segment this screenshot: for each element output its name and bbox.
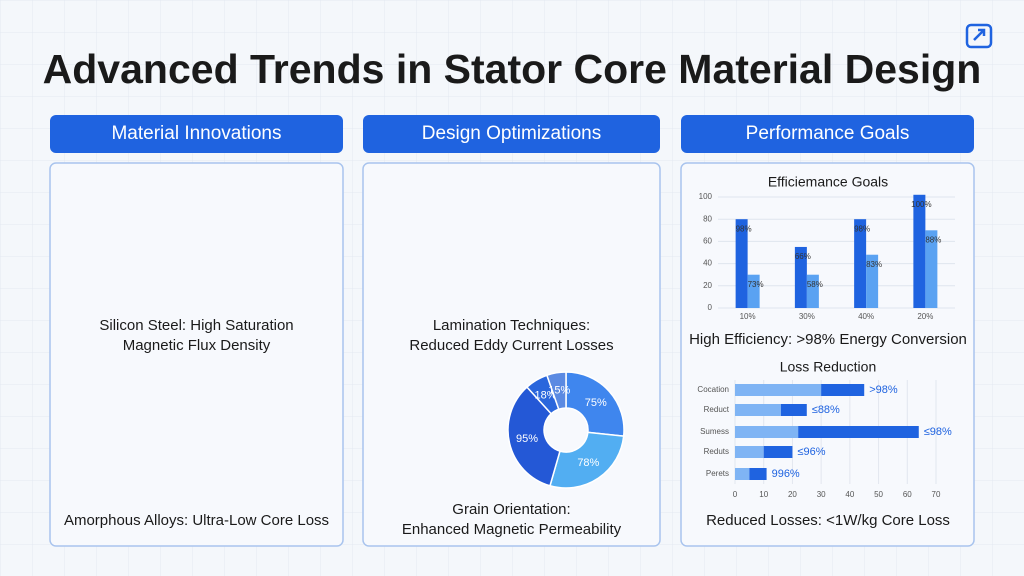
column-header [681,115,974,153]
bar-annotation: ≤96% [797,446,825,458]
x-tick-label: 30% [799,312,815,321]
bar [913,194,926,308]
y-tick-label: 60 [703,237,712,246]
bar [854,219,867,308]
bar [866,254,879,308]
bar-annotation: >98% [869,384,898,396]
x-tick-label: 10 [759,490,768,499]
bar-segment [749,468,767,480]
x-tick-label: 20 [788,490,797,499]
panel [49,162,344,547]
column-header-text: Performance Goals [746,123,910,144]
y-tick-label: 20 [703,281,712,290]
caption: Grain Orientation: [452,501,570,518]
bar-segment [763,446,793,458]
x-tick-label: 0 [733,490,738,499]
caption: Enhanced Magnetic Permeability [402,521,622,538]
donut-segment [549,431,625,489]
panel [362,162,661,547]
bar-annotation: 66% [795,252,811,261]
bar-segment [735,446,764,458]
x-tick-label: 30 [817,490,826,499]
caption: Lamination Techniques: [433,317,590,334]
bar [806,274,819,308]
y-tick-label: 0 [708,303,713,312]
y-tick-label: 40 [703,259,712,268]
donut-label: 15% [548,384,570,396]
bar-annotation: 100% [911,200,931,209]
column-header-text: Material Innovations [111,123,281,144]
donut-label: 75% [585,397,607,409]
bar-annotation: 83% [866,260,882,269]
share-icon[interactable] [965,23,993,49]
bar-annotation: 58% [807,280,823,289]
x-tick-label: 40% [858,312,874,321]
bar-annotation: 996% [772,468,800,480]
y-tick-label: Sumess [700,427,729,436]
y-tick-label: 100 [699,192,713,201]
x-tick-label: 40 [845,490,854,499]
bar-annotation: ≤88% [812,404,840,416]
column-header [50,115,343,153]
bar-annotation: 73% [748,280,764,289]
bar-segment [735,404,781,416]
donut-segment [565,371,625,437]
chart-caption: High Efficiency: >98% Energy Conversion [689,331,967,348]
bar-annotation: 98% [736,224,752,233]
donut-segment [507,386,561,487]
y-tick-label: Reduct [704,405,730,414]
donut-label: 95% [516,433,538,445]
panel [680,162,975,547]
donut-segment [545,371,567,411]
bar-segment [735,426,799,438]
bar [925,230,938,308]
y-tick-label: Reduts [704,447,729,456]
y-tick-label: Cocation [697,385,729,394]
bar-annotation: 98% [854,224,870,233]
x-tick-label: 70 [932,490,941,499]
x-tick-label: 60 [903,490,912,499]
column-header-text: Design Optimizations [422,123,602,144]
bar [794,246,807,308]
bar [747,274,760,308]
bar-segment [735,468,750,480]
title: Advanced Trends in Stator Core Material … [43,46,982,92]
chart-title: Efficiemance Goals [768,174,888,190]
bar [735,219,748,308]
caption: Silicon Steel: High Saturation [99,317,293,334]
bar-segment [798,426,919,438]
y-tick-label: Perets [706,469,729,478]
caption: Reduced Eddy Current Losses [409,337,613,354]
x-tick-label: 50 [874,490,883,499]
donut-label: 78% [577,457,599,469]
x-tick-label: 20% [917,312,933,321]
x-tick-label: 10% [740,312,756,321]
column-header [363,115,660,153]
y-tick-label: 80 [703,214,712,223]
bar-segment [780,404,807,416]
bar-annotation: ≤98% [924,426,952,438]
donut-label: 18% [535,390,557,402]
bar-segment [735,384,822,396]
chart-title: Loss Reduction [780,359,877,375]
caption: Amorphous Alloys: Ultra-Low Core Loss [64,512,329,529]
caption: Magnetic Flux Density [123,337,271,354]
bar-segment [821,384,865,396]
bar-annotation: 88% [925,235,941,244]
chart-caption: Reduced Losses: <1W/kg Core Loss [706,512,950,529]
